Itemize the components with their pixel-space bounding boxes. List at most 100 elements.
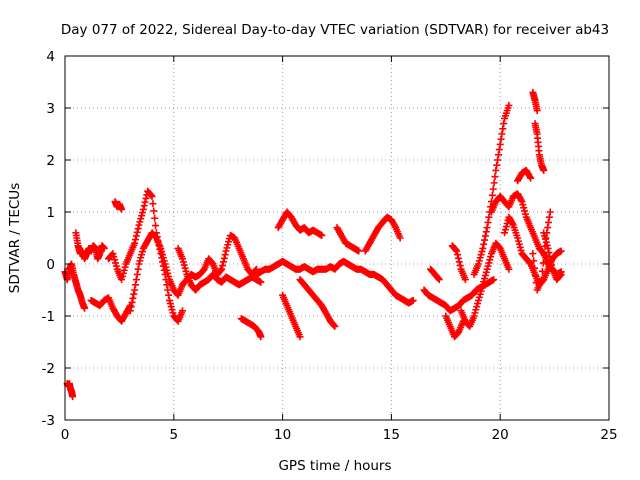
data-point xyxy=(149,200,157,208)
data-point xyxy=(493,161,501,169)
data-point xyxy=(453,247,461,255)
data-point xyxy=(409,296,417,304)
data-point xyxy=(540,251,548,259)
series-y xyxy=(529,88,541,115)
data-point xyxy=(505,265,513,273)
data-point xyxy=(179,307,187,315)
series-e xyxy=(111,198,126,213)
data-point xyxy=(494,156,502,164)
y-tick-label: -1 xyxy=(42,309,55,325)
series-r xyxy=(442,312,467,341)
data-point xyxy=(530,257,538,265)
data-point xyxy=(545,218,553,226)
data-point xyxy=(531,264,539,272)
series-o xyxy=(361,213,404,255)
data-point xyxy=(150,207,158,215)
data-point xyxy=(219,258,227,266)
y-tick-label: -2 xyxy=(42,361,55,377)
data-point xyxy=(556,271,564,279)
data-point xyxy=(318,231,326,239)
data-point xyxy=(461,276,469,284)
series-p xyxy=(420,276,498,315)
data-point xyxy=(546,208,554,216)
series-j xyxy=(252,257,417,307)
data-point xyxy=(500,120,508,128)
data-point xyxy=(164,286,172,294)
data-point xyxy=(100,244,108,252)
data-point xyxy=(452,246,460,254)
data-point xyxy=(505,101,513,109)
data-point xyxy=(141,198,149,206)
data-point xyxy=(147,191,155,199)
series-l xyxy=(279,291,304,341)
data-point xyxy=(455,258,463,266)
data-point xyxy=(529,250,537,258)
series-x xyxy=(514,166,535,185)
data-point xyxy=(140,202,148,210)
data-point xyxy=(495,146,503,154)
data-point xyxy=(485,213,493,221)
y-tick-label: 0 xyxy=(46,257,55,273)
series-h xyxy=(174,244,265,294)
data-point xyxy=(491,173,499,181)
data-point xyxy=(483,224,491,232)
data-point xyxy=(129,294,137,302)
data-point xyxy=(527,174,535,182)
data-point xyxy=(396,234,404,242)
x-tick-label: 5 xyxy=(170,427,179,443)
data-point xyxy=(133,228,141,236)
data-point xyxy=(128,298,136,306)
data-point xyxy=(81,304,89,312)
data-point xyxy=(545,249,553,257)
data-point xyxy=(132,236,140,244)
data-point xyxy=(496,140,504,148)
series-n xyxy=(333,224,363,255)
series-i xyxy=(237,315,265,341)
data-point xyxy=(152,222,160,230)
data-point xyxy=(494,151,502,159)
data-point xyxy=(134,225,142,233)
data-point xyxy=(544,244,552,252)
data-point xyxy=(220,254,228,262)
x-tick-label: 20 xyxy=(492,427,509,443)
data-point xyxy=(296,333,304,341)
data-point xyxy=(490,179,498,187)
series-d xyxy=(87,294,134,325)
data-point xyxy=(131,286,139,294)
x-tick-label: 10 xyxy=(274,427,291,443)
data-point xyxy=(497,135,505,143)
data-point xyxy=(330,321,338,329)
data-series xyxy=(61,88,565,401)
data-point xyxy=(132,276,140,284)
series-b xyxy=(63,380,77,401)
data-point xyxy=(131,239,139,247)
x-axis-label: GPS time / hours xyxy=(278,458,391,474)
series-u xyxy=(470,101,513,278)
data-point xyxy=(69,393,77,401)
series-m xyxy=(296,276,339,330)
series-aa xyxy=(529,208,554,294)
data-point xyxy=(127,303,135,311)
data-point xyxy=(434,275,442,283)
data-point xyxy=(546,253,554,261)
data-point xyxy=(488,191,496,199)
data-point xyxy=(531,271,539,279)
data-point xyxy=(148,192,156,200)
data-point xyxy=(547,257,555,265)
series-g xyxy=(126,229,260,315)
series-k xyxy=(274,208,326,239)
data-point xyxy=(134,265,142,273)
data-point xyxy=(492,166,500,174)
x-tick-label: 25 xyxy=(600,427,617,443)
data-point xyxy=(548,261,556,269)
y-tick-label: 1 xyxy=(46,205,55,221)
data-point xyxy=(481,232,489,240)
y-tick-label: 4 xyxy=(46,49,55,65)
data-point xyxy=(482,228,490,236)
data-point xyxy=(257,278,265,286)
data-point xyxy=(257,333,265,341)
data-point xyxy=(454,254,462,262)
y-axis-ticks: -3 -2 -1 0 1 2 3 4 xyxy=(42,49,609,429)
data-point xyxy=(133,270,141,278)
data-point xyxy=(456,262,464,270)
